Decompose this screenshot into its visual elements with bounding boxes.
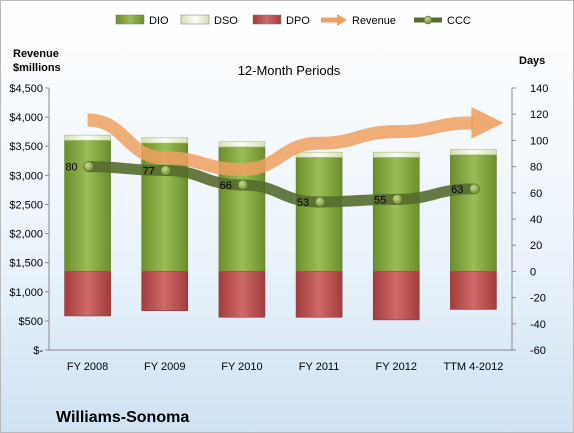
legend-swatch-dio — [115, 14, 145, 25]
left-tick-label: $1,500 — [9, 258, 43, 270]
left-axis-ticks: $- $500 $1,000 $1,500 $2,000 $2,500 $3,000 $3,5… — [9, 83, 49, 357]
right-tick-label: 40 — [530, 214, 542, 226]
legend-arrowhead-revenue — [337, 14, 347, 26]
company-name: Williams-Sonoma — [56, 409, 189, 426]
bar-dio — [64, 140, 111, 272]
left-tick-label: $3,500 — [9, 141, 43, 153]
category-labels: FY 2008 FY 2009 FY 2010 FY 2011 FY 2012 TTM 4… — [67, 361, 503, 373]
bar-dpo — [295, 271, 343, 318]
ccc-line — [87, 161, 474, 208]
right-tick-label: 80 — [530, 162, 542, 174]
bar-dso — [64, 134, 111, 141]
legend-swatch-dso — [180, 14, 210, 25]
ccc-data-label: 66 — [220, 180, 232, 192]
bar-dio — [372, 157, 420, 272]
bar-dso — [372, 151, 420, 158]
ccc-point — [391, 194, 403, 205]
ccc-point — [160, 165, 172, 176]
left-tick-label: $2,000 — [9, 229, 43, 241]
chart-title: 12-Month Periods — [238, 63, 341, 78]
bar-dpo — [218, 271, 266, 318]
revenue-trend-line — [87, 113, 474, 177]
right-tick-label: -40 — [530, 319, 546, 331]
right-tick-label: -20 — [530, 293, 546, 305]
legend-label-dpo: DPO — [286, 15, 310, 27]
left-tick-label: $1,000 — [9, 287, 43, 299]
ccc-data-label: 77 — [143, 166, 155, 178]
right-tick-label: 120 — [530, 109, 548, 121]
category-label: FY 2012 — [376, 361, 417, 373]
ccc-point — [314, 196, 326, 208]
legend-swatch-dpo — [252, 14, 282, 25]
right-tick-label: 140 — [530, 83, 548, 95]
ccc-point — [469, 183, 480, 195]
ccc-data-label: 80 — [65, 162, 77, 174]
legend-marker-ccc — [423, 15, 433, 25]
category-label: FY 2011 — [299, 361, 340, 373]
bar-dpo — [141, 271, 189, 311]
bar-dso — [218, 141, 266, 148]
bar-dso — [295, 151, 343, 158]
ccc-line-group: 80 77 66 53 55 63 — [65, 161, 480, 209]
bar-dpo — [372, 271, 420, 321]
revenue-arrowhead — [471, 106, 504, 139]
right-tick-label: 100 — [530, 135, 548, 147]
ccc-point — [237, 179, 249, 191]
left-tick-label: $3,000 — [9, 170, 43, 182]
legend-label-ccc: CCC — [447, 15, 471, 27]
ccc-data-label: 63 — [451, 184, 463, 196]
bar-dpo — [64, 271, 111, 317]
bar-stack-group — [64, 134, 497, 321]
category-label: FY 2008 — [67, 361, 108, 373]
right-tick-label: 60 — [530, 188, 542, 200]
right-tick-label: 20 — [530, 240, 542, 252]
right-tick-label: 0 — [530, 266, 536, 278]
category-label: TTM 4-2012 — [443, 361, 503, 373]
bar-dio — [295, 157, 343, 272]
category-label: FY 2010 — [221, 361, 262, 373]
legend: DIO DSO DPO Revenue CCC — [115, 14, 471, 27]
legend-label-dso: DSO — [214, 15, 238, 27]
left-tick-label: $500 — [19, 316, 43, 328]
legend-label-revenue: Revenue — [352, 15, 396, 27]
left-tick-label: $2,500 — [9, 199, 43, 211]
ccc-point — [83, 161, 94, 172]
ccc-data-label: 55 — [374, 194, 386, 206]
bar-dio — [450, 154, 497, 272]
right-axis-ticks: -60 -40 -20 0 20 40 60 80 100 120 140 — [512, 83, 548, 357]
legend-label-dio: DIO — [149, 15, 169, 27]
right-axis-title: Days — [519, 55, 545, 67]
category-label: FY 2009 — [144, 361, 185, 373]
revenue-trend-group — [87, 106, 504, 177]
left-tick-label: $4,000 — [9, 112, 43, 124]
bar-dso — [141, 137, 189, 144]
bar-dso — [450, 149, 497, 156]
left-axis-title-line2: $millions — [13, 62, 61, 74]
bar-dpo — [450, 271, 497, 310]
left-tick-label: $4,500 — [9, 83, 43, 95]
left-axis-title-line1: Revenue — [13, 48, 59, 60]
ccc-data-label: 53 — [297, 197, 309, 209]
right-tick-label: -60 — [530, 345, 546, 357]
left-tick-label: $- — [33, 345, 43, 357]
